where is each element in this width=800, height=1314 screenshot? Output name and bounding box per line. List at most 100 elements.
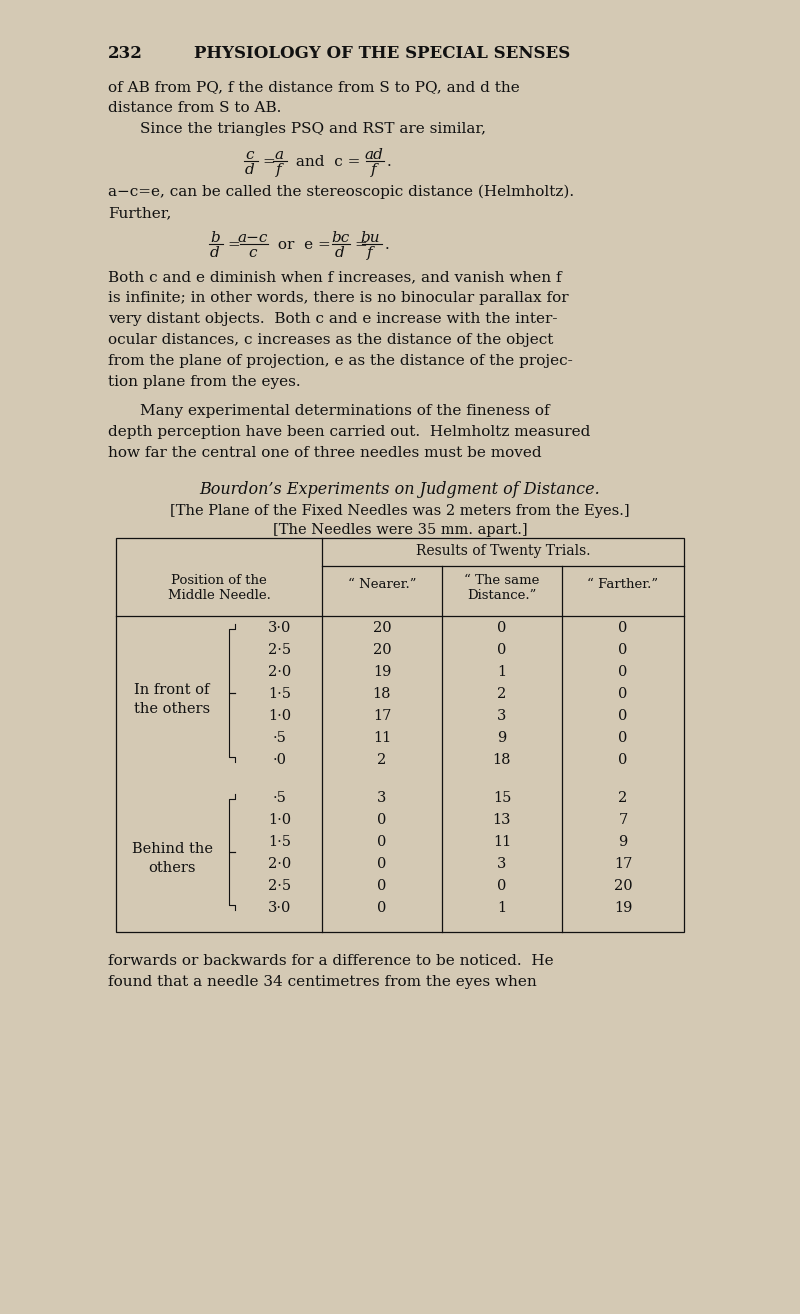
Text: 2: 2: [498, 687, 506, 700]
Text: =: =: [354, 238, 366, 252]
Text: f: f: [371, 163, 377, 177]
Text: 0: 0: [618, 753, 628, 767]
Text: 20: 20: [614, 879, 632, 894]
Text: ·0: ·0: [273, 753, 287, 767]
Text: 0: 0: [378, 879, 386, 894]
Text: 18: 18: [373, 687, 391, 700]
Text: how far the central one of three needles must be moved: how far the central one of three needles…: [108, 445, 542, 460]
Text: 0: 0: [378, 834, 386, 849]
Text: 3: 3: [498, 857, 506, 871]
Text: 9: 9: [618, 834, 628, 849]
Text: or  e =: or e =: [273, 238, 330, 252]
Text: Results of Twenty Trials.: Results of Twenty Trials.: [416, 544, 590, 558]
Text: bu: bu: [360, 231, 380, 244]
Text: 1·5: 1·5: [269, 687, 291, 700]
Text: 7: 7: [618, 813, 628, 827]
Text: 3·0: 3·0: [268, 901, 292, 915]
Text: c: c: [249, 246, 258, 260]
Text: f: f: [276, 163, 282, 177]
Text: depth perception have been carried out.  Helmholtz measured: depth perception have been carried out. …: [108, 424, 590, 439]
Text: 0: 0: [498, 622, 506, 635]
Text: ad: ad: [365, 148, 383, 162]
Text: [The Plane of the Fixed Needles was 2 meters from the Eyes.]: [The Plane of the Fixed Needles was 2 me…: [170, 505, 630, 518]
Text: 13: 13: [493, 813, 511, 827]
Text: a: a: [274, 148, 283, 162]
Text: found that a needle 34 centimetres from the eyes when: found that a needle 34 centimetres from …: [108, 975, 537, 989]
Text: 0: 0: [618, 643, 628, 657]
Text: a−c=e, can be called the stereoscopic distance (Helmholtz).: a−c=e, can be called the stereoscopic di…: [108, 185, 574, 200]
Text: =: =: [262, 155, 274, 170]
Text: others: others: [148, 861, 196, 875]
Text: is infinite; in other words, there is no binocular parallax for: is infinite; in other words, there is no…: [108, 290, 569, 305]
Text: 232: 232: [108, 45, 143, 62]
Text: 2: 2: [378, 753, 386, 767]
Text: “ The same
Distance.”: “ The same Distance.”: [464, 574, 540, 602]
Text: 0: 0: [618, 622, 628, 635]
Text: 20: 20: [373, 622, 391, 635]
Text: from the plane of projection, e as the distance of the projec-: from the plane of projection, e as the d…: [108, 353, 573, 368]
Text: Behind the: Behind the: [131, 842, 213, 855]
Text: 1·0: 1·0: [269, 710, 291, 723]
Text: 0: 0: [498, 643, 506, 657]
Text: 0: 0: [378, 813, 386, 827]
Text: and  c =: and c =: [291, 155, 360, 170]
Text: 18: 18: [493, 753, 511, 767]
Text: 3: 3: [378, 791, 386, 805]
Text: 2·5: 2·5: [269, 879, 291, 894]
Text: 1: 1: [498, 901, 506, 915]
Text: 11: 11: [373, 731, 391, 745]
Bar: [116, 537, 684, 932]
Text: b: b: [210, 231, 220, 244]
Text: Since the triangles PSQ and RST are similar,: Since the triangles PSQ and RST are simi…: [140, 122, 486, 137]
Text: =: =: [227, 238, 240, 252]
Text: ocular distances, c increases as the distance of the object: ocular distances, c increases as the dis…: [108, 332, 554, 347]
Text: “ Nearer.”: “ Nearer.”: [348, 578, 416, 591]
Text: tion plane from the eyes.: tion plane from the eyes.: [108, 374, 301, 389]
Text: d: d: [335, 246, 345, 260]
Text: [The Needles were 35 mm. apart.]: [The Needles were 35 mm. apart.]: [273, 523, 527, 537]
Text: 0: 0: [378, 857, 386, 871]
Text: bc: bc: [331, 231, 349, 244]
Text: .: .: [385, 238, 390, 252]
Text: 2·0: 2·0: [268, 665, 292, 679]
Text: d: d: [245, 163, 255, 177]
Text: 17: 17: [614, 857, 632, 871]
Text: 2·0: 2·0: [268, 857, 292, 871]
Text: ·5: ·5: [273, 791, 287, 805]
Text: Both c and e diminish when f increases, and vanish when f: Both c and e diminish when f increases, …: [108, 269, 562, 284]
Text: 3·0: 3·0: [268, 622, 292, 635]
Text: Many experimental determinations of the fineness of: Many experimental determinations of the …: [140, 403, 550, 418]
Text: 19: 19: [373, 665, 391, 679]
Text: .: .: [387, 155, 392, 170]
Text: f: f: [367, 246, 373, 260]
Text: 1·5: 1·5: [269, 834, 291, 849]
Text: Position of the
Middle Needle.: Position of the Middle Needle.: [167, 574, 270, 602]
Text: distance from S to AB.: distance from S to AB.: [108, 101, 282, 116]
Text: 0: 0: [618, 710, 628, 723]
Text: 15: 15: [493, 791, 511, 805]
Text: 9: 9: [498, 731, 506, 745]
Text: 19: 19: [614, 901, 632, 915]
Text: Further,: Further,: [108, 206, 171, 219]
Text: Bourdon’s Experiments on Judgment of Distance.: Bourdon’s Experiments on Judgment of Dis…: [200, 481, 600, 498]
Text: 0: 0: [618, 665, 628, 679]
Text: 0: 0: [498, 879, 506, 894]
Text: 0: 0: [618, 731, 628, 745]
Text: forwards or backwards for a difference to be noticed.  He: forwards or backwards for a difference t…: [108, 954, 554, 968]
Text: 3: 3: [498, 710, 506, 723]
Text: 2·5: 2·5: [269, 643, 291, 657]
Text: ·5: ·5: [273, 731, 287, 745]
Text: 11: 11: [493, 834, 511, 849]
Text: 17: 17: [373, 710, 391, 723]
Text: PHYSIOLOGY OF THE SPECIAL SENSES: PHYSIOLOGY OF THE SPECIAL SENSES: [194, 45, 570, 62]
Text: of AB from PQ, f the distance from S to PQ, and d the: of AB from PQ, f the distance from S to …: [108, 80, 520, 95]
Text: 20: 20: [373, 643, 391, 657]
Text: d: d: [210, 246, 220, 260]
Text: In front of: In front of: [134, 683, 210, 696]
Text: 0: 0: [378, 901, 386, 915]
Text: 1·0: 1·0: [269, 813, 291, 827]
Text: 1: 1: [498, 665, 506, 679]
Text: “ Farther.”: “ Farther.”: [587, 578, 658, 591]
Text: the others: the others: [134, 702, 210, 716]
Text: 0: 0: [618, 687, 628, 700]
